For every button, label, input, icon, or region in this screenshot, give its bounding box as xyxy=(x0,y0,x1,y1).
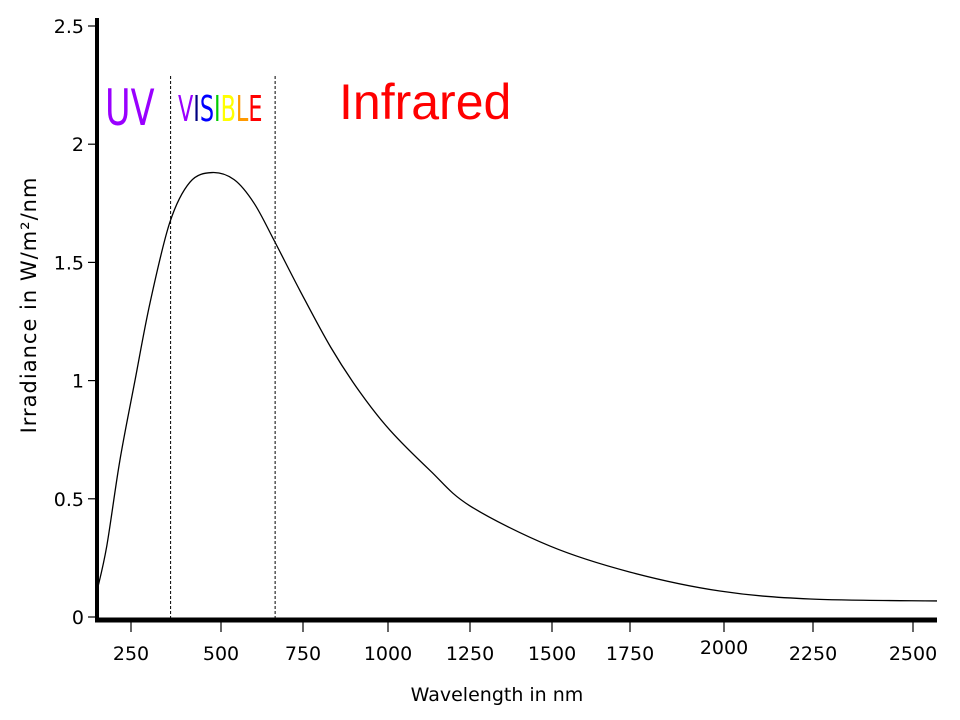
irradiance-curve xyxy=(96,171,938,602)
x-tick-label: 750 xyxy=(285,643,321,665)
x-tick-label: 1500 xyxy=(528,643,576,665)
y-tick-label: 1.5 xyxy=(54,252,84,274)
x-tick-label: 1000 xyxy=(364,643,412,665)
x-tick-label: 2000 xyxy=(700,637,748,659)
y-axis-label: Irradiance in W/m²/nm xyxy=(17,177,41,434)
visible-letter: S xyxy=(200,89,214,131)
uv-label: UV xyxy=(105,80,155,138)
y-tick-label: 1 xyxy=(72,371,84,393)
visible-letter: L xyxy=(236,89,249,131)
x-tick-label: 500 xyxy=(203,643,239,665)
y-tick-label: 2.5 xyxy=(54,16,84,38)
visible-letter: B xyxy=(221,89,236,131)
visible-letter: I xyxy=(214,89,221,131)
visible-letter: I xyxy=(193,89,200,131)
infrared-label: Infrared xyxy=(339,74,511,130)
x-tick-label: 1250 xyxy=(446,643,494,665)
x-tick-label: 2500 xyxy=(889,643,937,665)
visible-letter: V xyxy=(178,89,194,131)
visible-label: VISIBLE xyxy=(178,89,262,131)
x-tick-label: 1750 xyxy=(606,643,654,665)
x-tick-label: 2250 xyxy=(789,643,837,665)
y-tick-label: 0.5 xyxy=(54,489,84,511)
x-tick-label: 250 xyxy=(113,643,149,665)
x-axis-label: Wavelength in nm xyxy=(411,684,584,706)
y-tick-label: 2 xyxy=(72,134,84,156)
visible-letter: E xyxy=(248,89,262,131)
y-tick-label: 0 xyxy=(72,607,84,629)
